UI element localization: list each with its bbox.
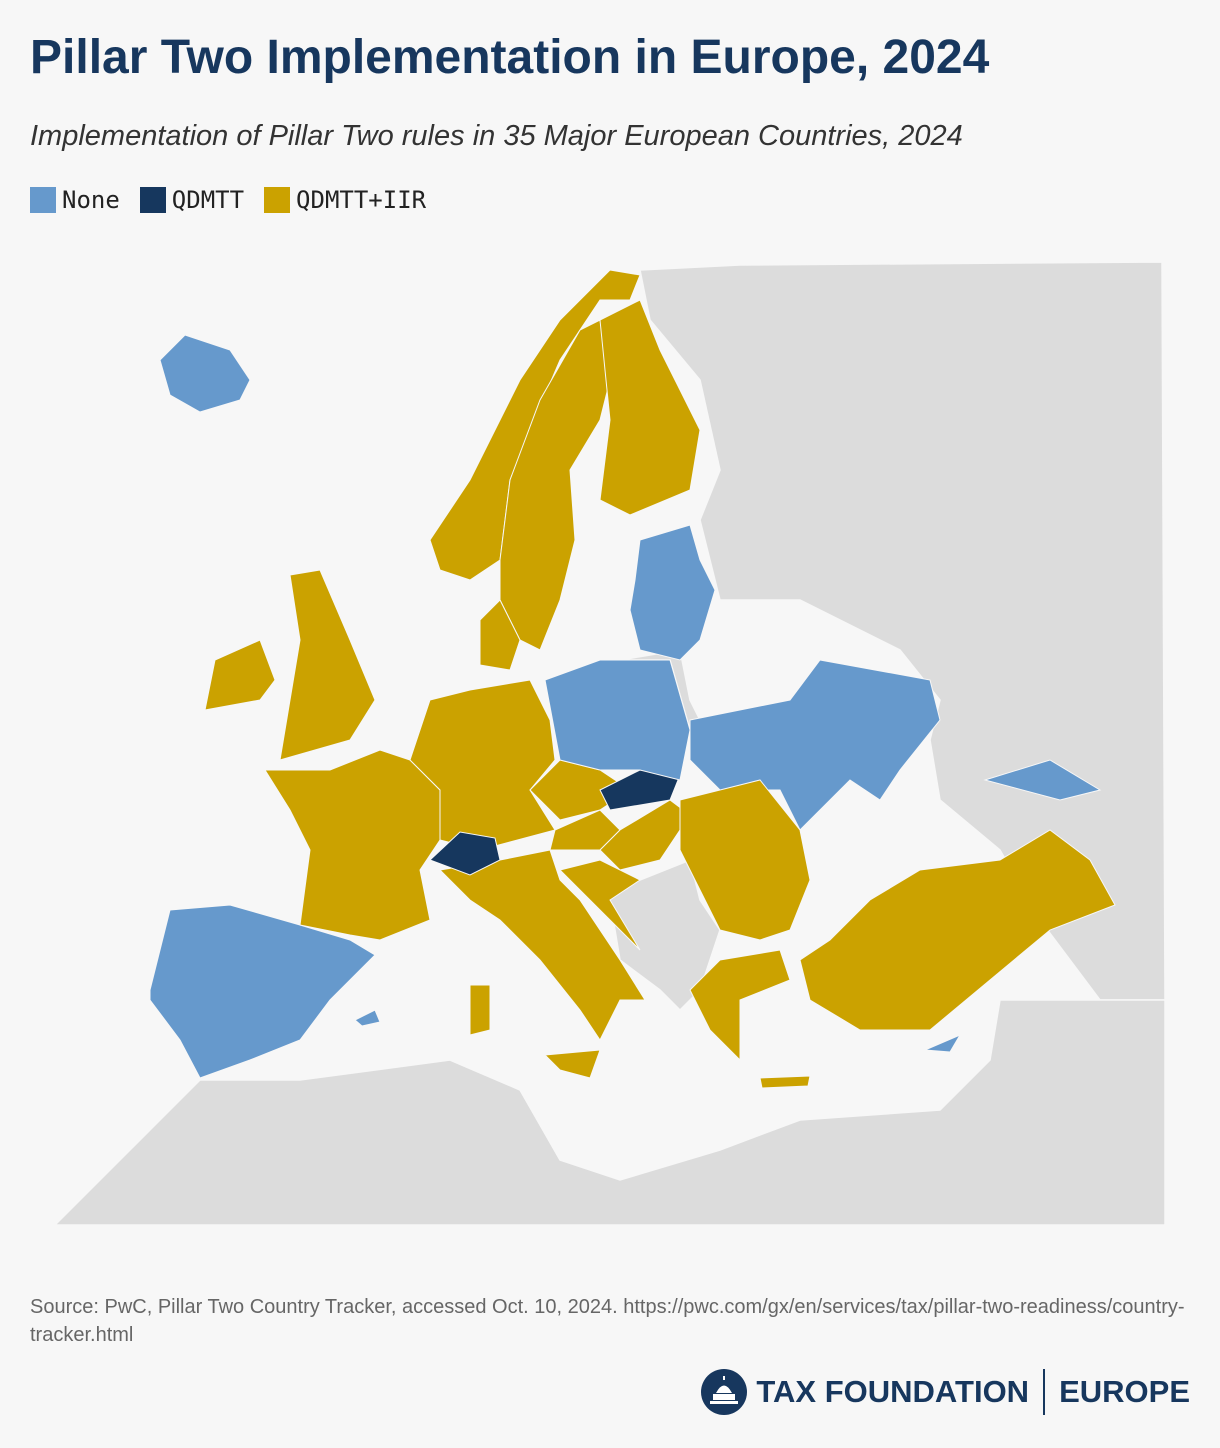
country bbox=[354, 1009, 381, 1027]
country bbox=[759, 1075, 811, 1089]
country bbox=[429, 831, 501, 876]
subtitle: Implementation of Pillar Two rules in 35… bbox=[30, 120, 963, 152]
country bbox=[159, 334, 251, 413]
country bbox=[599, 299, 701, 516]
country bbox=[204, 639, 276, 711]
legend-swatch bbox=[30, 187, 56, 213]
legend-item: QDMTT bbox=[139, 186, 245, 214]
country bbox=[279, 569, 376, 761]
country bbox=[679, 779, 811, 941]
logo-icon bbox=[701, 1369, 748, 1415]
legend-item: QDMTT+IIR bbox=[264, 186, 426, 214]
legend-swatch bbox=[139, 187, 166, 213]
country bbox=[799, 829, 1116, 1031]
title: Pillar Two Implementation in Europe, 202… bbox=[30, 31, 990, 84]
country bbox=[469, 984, 491, 1036]
country bbox=[499, 319, 611, 651]
source-note: Source: PwC, Pillar Two Country Tracker,… bbox=[30, 1296, 1185, 1346]
country bbox=[544, 659, 691, 781]
logo: TAX FOUNDATION EUROPE bbox=[700, 1368, 1190, 1416]
country bbox=[689, 949, 791, 1062]
country bbox=[409, 679, 556, 851]
logo-separator bbox=[1043, 1369, 1046, 1415]
country bbox=[429, 269, 641, 581]
country bbox=[924, 1033, 962, 1053]
legend-label: QDMTT bbox=[171, 186, 245, 214]
legend: None QDMTT QDMTT+IIR bbox=[30, 186, 426, 214]
country bbox=[479, 599, 521, 671]
legend-label: QDMTT+IIR bbox=[296, 186, 427, 214]
country bbox=[438, 849, 646, 1041]
legend-swatch bbox=[264, 187, 291, 213]
other-land bbox=[53, 261, 1166, 1226]
legend-label: None bbox=[62, 186, 120, 214]
countries bbox=[149, 269, 1116, 1089]
logo-name: TAX FOUNDATION bbox=[756, 1374, 1030, 1409]
legend-item: None bbox=[30, 186, 120, 214]
country bbox=[149, 904, 376, 1079]
country bbox=[559, 859, 641, 951]
logo-region: EUROPE bbox=[1059, 1374, 1190, 1409]
country bbox=[629, 524, 716, 661]
country bbox=[543, 1049, 601, 1079]
country bbox=[264, 749, 441, 941]
country bbox=[983, 759, 1102, 801]
country bbox=[599, 769, 681, 811]
